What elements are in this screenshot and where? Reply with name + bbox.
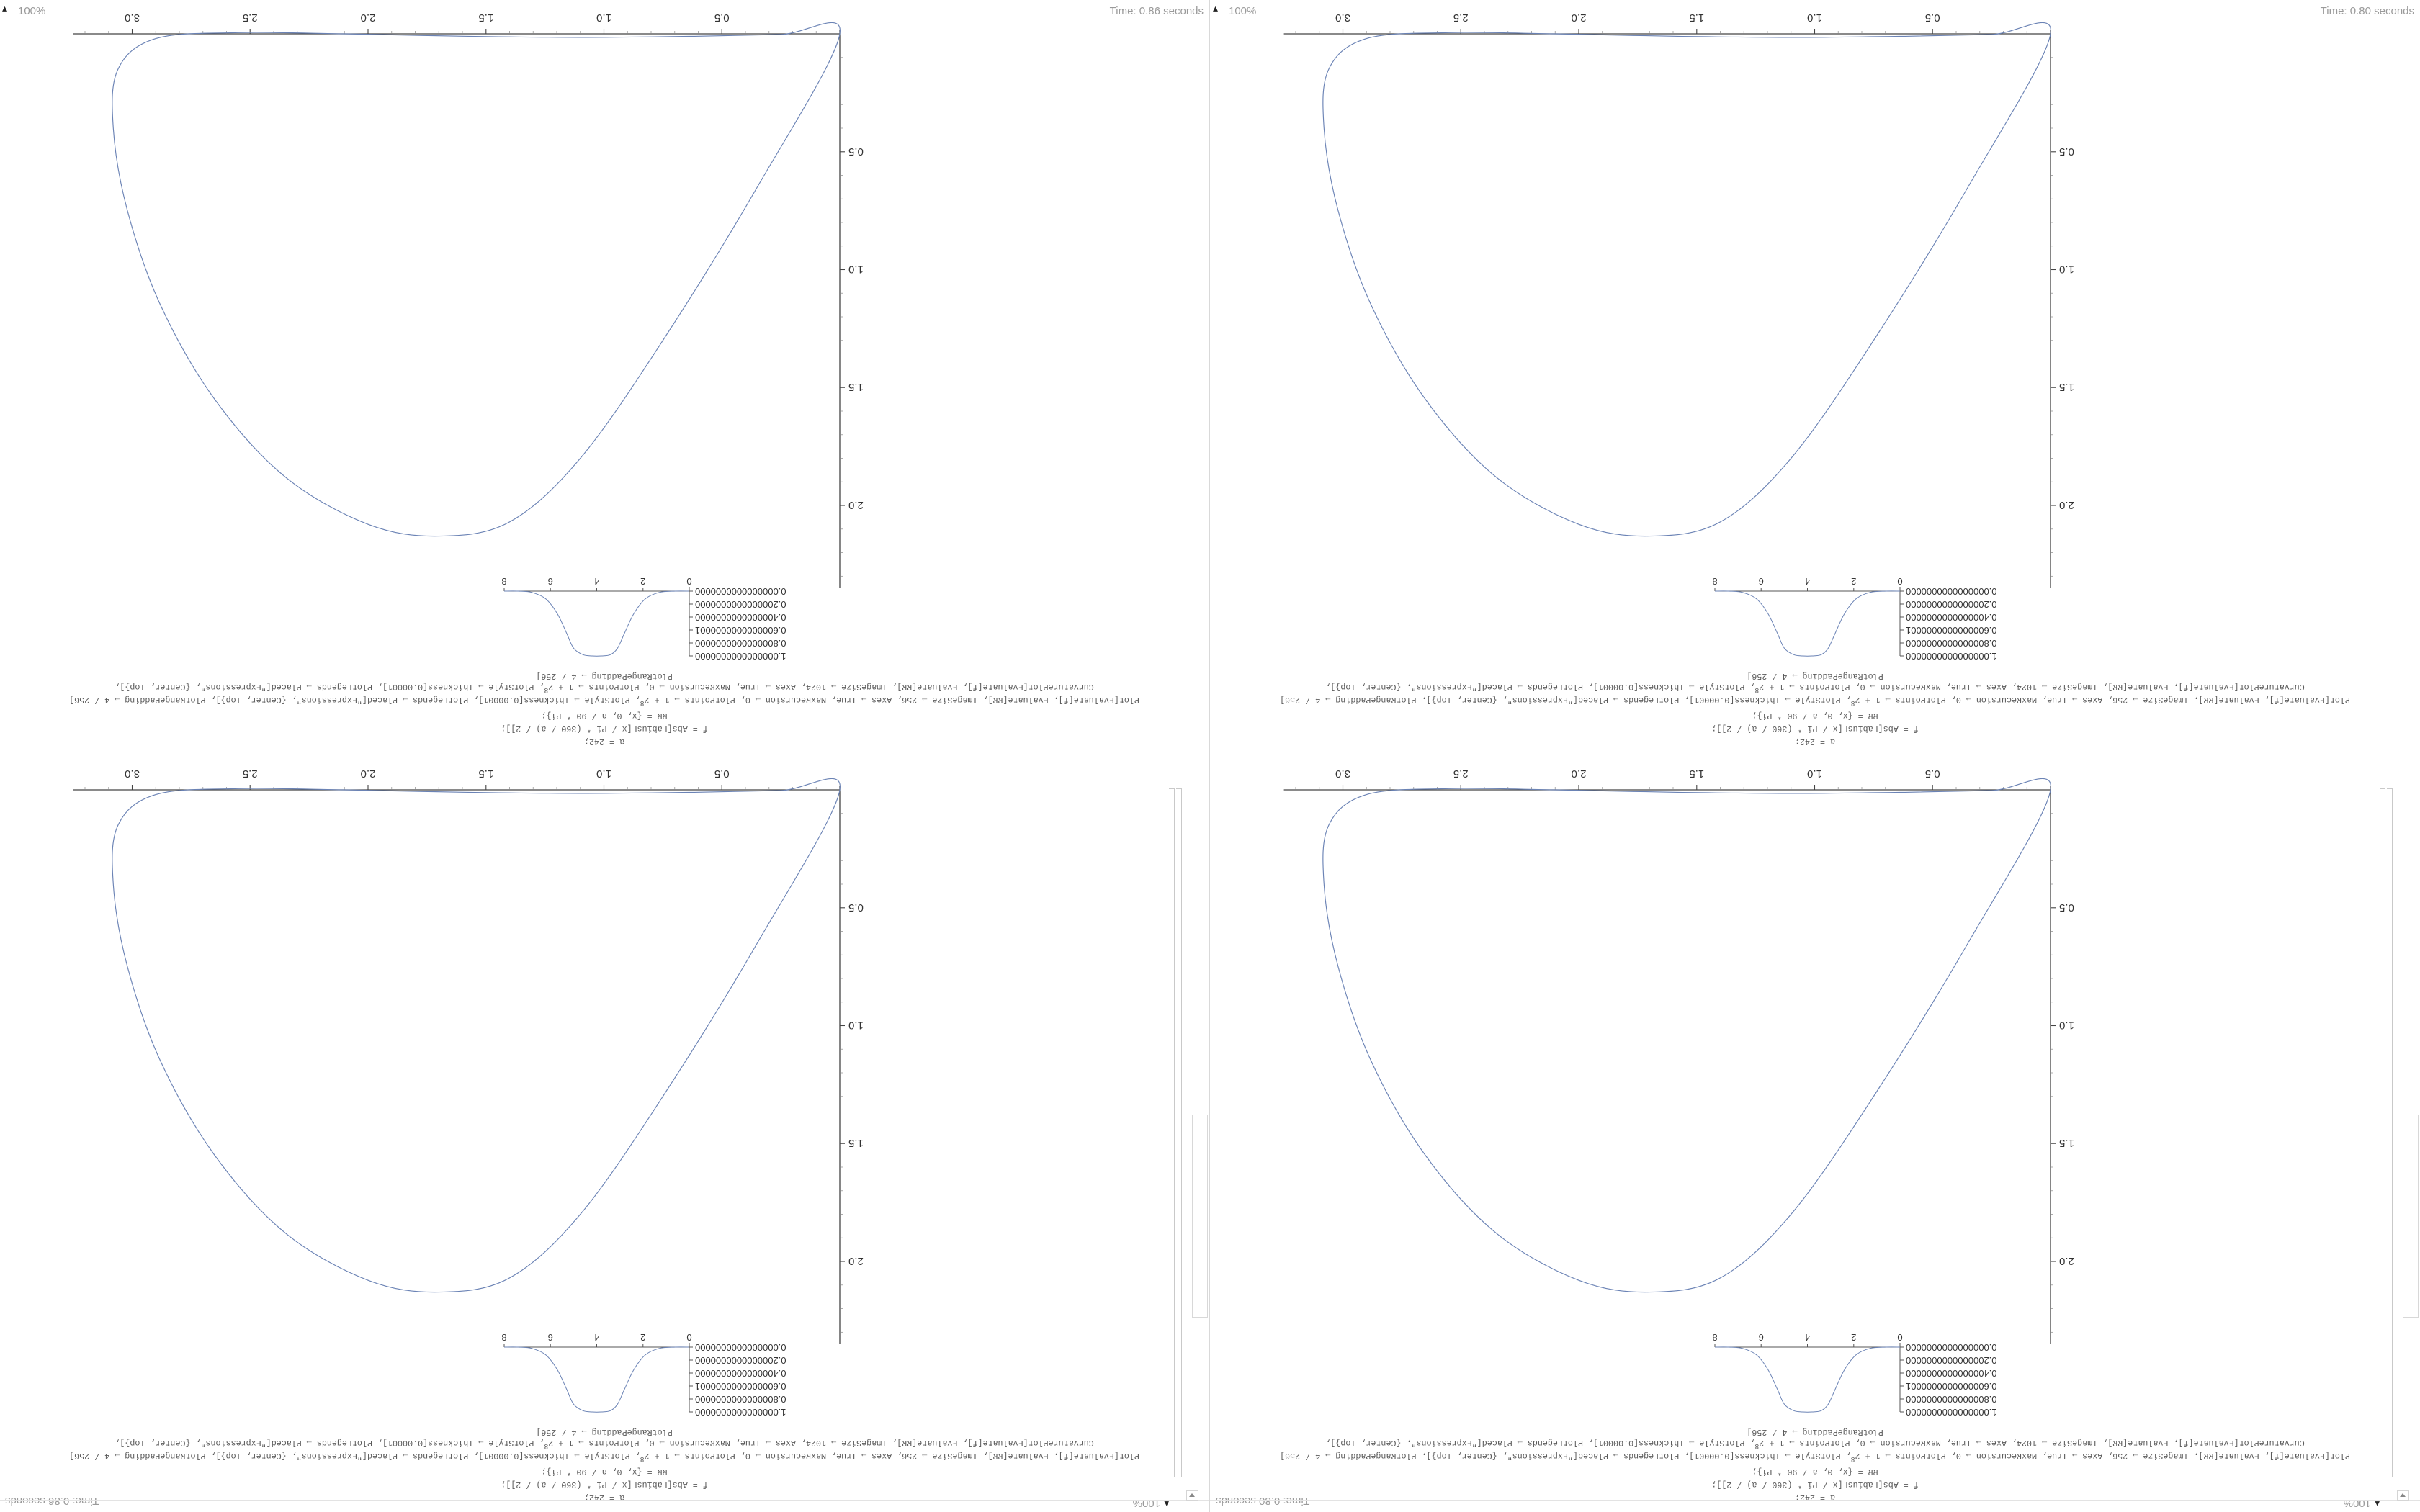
svg-text:0.5: 0.5 (2059, 145, 2074, 158)
svg-text:0.4000000000000000: 0.4000000000000000 (1906, 1368, 1997, 1379)
svg-text:0.4000000000000000: 0.4000000000000000 (1906, 612, 1997, 623)
svg-text:3.0: 3.0 (125, 768, 140, 780)
svg-text:2: 2 (640, 576, 645, 587)
svg-text:2.5: 2.5 (243, 768, 258, 780)
svg-text:8: 8 (1712, 576, 1717, 587)
svg-text:0: 0 (1897, 1332, 1902, 1343)
svg-text:1.0: 1.0 (848, 264, 864, 276)
svg-text:2: 2 (1851, 576, 1856, 587)
svg-text:1.5: 1.5 (1689, 768, 1704, 780)
svg-text:2.0: 2.0 (361, 768, 376, 780)
svg-text:6: 6 (1759, 576, 1764, 587)
svg-text:0.8000000000000000: 0.8000000000000000 (695, 1394, 786, 1405)
svg-text:0.2000000000000000: 0.2000000000000000 (1906, 1355, 1997, 1366)
svg-text:0: 0 (686, 576, 691, 587)
svg-text:8: 8 (1712, 1332, 1717, 1343)
svg-text:1.0000000000000000: 1.0000000000000000 (695, 651, 786, 662)
svg-text:1.0: 1.0 (596, 768, 611, 780)
svg-text:6: 6 (548, 576, 553, 587)
svg-text:2.0: 2.0 (2059, 499, 2074, 511)
svg-text:1.5: 1.5 (478, 768, 493, 780)
svg-text:2.0: 2.0 (2059, 1255, 2074, 1267)
svg-text:2: 2 (1851, 1332, 1856, 1343)
svg-text:1.0000000000000000: 1.0000000000000000 (695, 1407, 786, 1418)
svg-text:6: 6 (548, 1332, 553, 1343)
svg-text:0.8000000000000000: 0.8000000000000000 (1906, 638, 1997, 649)
svg-text:0.5: 0.5 (1925, 768, 1940, 780)
svg-text:4: 4 (1805, 576, 1810, 587)
svg-text:1.0: 1.0 (848, 1020, 864, 1032)
svg-text:2: 2 (640, 1332, 645, 1343)
svg-text:0.4000000000000000: 0.4000000000000000 (695, 1368, 786, 1379)
svg-text:2.0: 2.0 (848, 499, 864, 511)
svg-text:0.2000000000000000: 0.2000000000000000 (695, 599, 786, 610)
svg-text:0.2000000000000000: 0.2000000000000000 (695, 1355, 786, 1366)
svg-text:6: 6 (1759, 1332, 1764, 1343)
svg-text:2.5: 2.5 (1453, 768, 1469, 780)
svg-text:0.8000000000000000: 0.8000000000000000 (1906, 1394, 1997, 1405)
svg-text:0.0000000000000000: 0.0000000000000000 (1906, 1342, 1997, 1353)
svg-text:0.0000000000000000: 0.0000000000000000 (695, 1342, 786, 1353)
svg-text:3.0: 3.0 (1335, 768, 1350, 780)
svg-text:0.5: 0.5 (848, 145, 864, 158)
svg-text:0.8000000000000000: 0.8000000000000000 (695, 638, 786, 649)
svg-text:1.5: 1.5 (848, 1137, 864, 1149)
svg-text:0.6000000000000001: 0.6000000000000001 (1906, 1381, 1997, 1392)
svg-text:2.0: 2.0 (848, 1255, 864, 1267)
svg-text:0.0000000000000000: 0.0000000000000000 (695, 586, 786, 597)
svg-text:4: 4 (594, 576, 599, 587)
svg-text:8: 8 (501, 576, 506, 587)
svg-text:1.5: 1.5 (2059, 1137, 2074, 1149)
svg-text:1.0: 1.0 (2059, 1020, 2074, 1032)
svg-text:4: 4 (594, 1332, 599, 1343)
svg-text:8: 8 (501, 1332, 506, 1343)
svg-text:1.0: 1.0 (2059, 264, 2074, 276)
svg-text:0.5: 0.5 (848, 901, 864, 914)
svg-text:0.6000000000000001: 0.6000000000000001 (695, 1381, 786, 1392)
svg-text:0.6000000000000001: 0.6000000000000001 (695, 625, 786, 636)
svg-text:4: 4 (1805, 1332, 1810, 1343)
svg-text:0.5: 0.5 (714, 768, 730, 780)
svg-text:0: 0 (686, 1332, 691, 1343)
svg-text:1.0000000000000000: 1.0000000000000000 (1906, 651, 1997, 662)
svg-text:0.6000000000000001: 0.6000000000000001 (1906, 625, 1997, 636)
svg-text:1.5: 1.5 (848, 381, 864, 393)
svg-text:1.0000000000000000: 1.0000000000000000 (1906, 1407, 1997, 1418)
svg-text:0: 0 (1897, 576, 1902, 587)
svg-text:2.0: 2.0 (1572, 768, 1587, 780)
svg-text:1.0: 1.0 (1807, 768, 1822, 780)
svg-text:0.0000000000000000: 0.0000000000000000 (1906, 586, 1997, 597)
svg-text:1.5: 1.5 (2059, 381, 2074, 393)
svg-text:0.4000000000000000: 0.4000000000000000 (695, 612, 786, 623)
svg-text:0.2000000000000000: 0.2000000000000000 (1906, 599, 1997, 610)
svg-text:0.5: 0.5 (2059, 901, 2074, 914)
